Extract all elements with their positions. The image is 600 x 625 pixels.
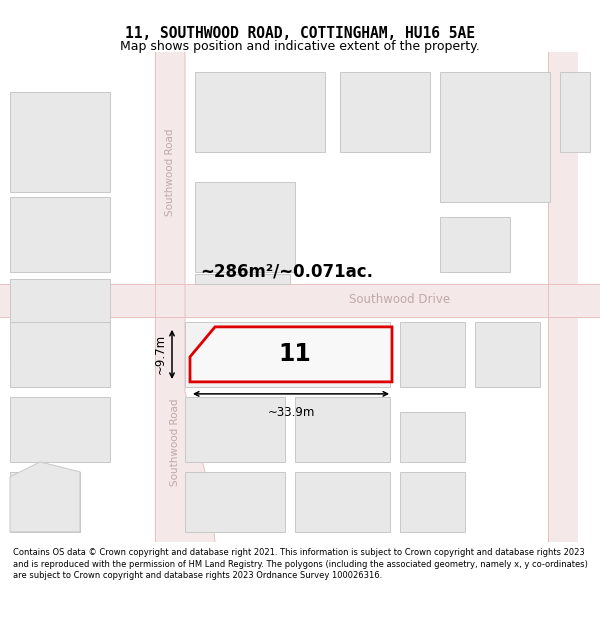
- Bar: [10, 397, 110, 462]
- Text: ~33.9m: ~33.9m: [268, 406, 314, 419]
- Bar: [295, 472, 390, 532]
- Bar: [400, 412, 465, 462]
- Text: 11, SOUTHWOOD ROAD, COTTINGHAM, HU16 5AE: 11, SOUTHWOOD ROAD, COTTINGHAM, HU16 5AE: [125, 26, 475, 41]
- Text: Southwood Road: Southwood Road: [165, 128, 175, 216]
- Bar: [195, 274, 290, 284]
- Bar: [548, 52, 578, 542]
- Bar: [270, 331, 370, 379]
- Bar: [195, 72, 325, 152]
- Bar: [185, 472, 285, 532]
- Bar: [340, 72, 430, 152]
- Bar: [10, 322, 110, 387]
- Text: Contains OS data © Crown copyright and database right 2021. This information is : Contains OS data © Crown copyright and d…: [13, 548, 588, 581]
- Bar: [185, 322, 390, 387]
- Text: ~286m²/~0.071ac.: ~286m²/~0.071ac.: [200, 263, 373, 281]
- Bar: [400, 472, 465, 532]
- Bar: [185, 397, 285, 462]
- Bar: [10, 197, 110, 272]
- Polygon shape: [10, 462, 80, 532]
- Text: Southwood Road: Southwood Road: [170, 398, 180, 486]
- Polygon shape: [190, 327, 392, 382]
- Bar: [400, 322, 465, 387]
- Text: 11: 11: [278, 342, 311, 366]
- Bar: [0, 284, 600, 317]
- Bar: [10, 279, 110, 364]
- Text: Map shows position and indicative extent of the property.: Map shows position and indicative extent…: [120, 40, 480, 53]
- Bar: [10, 472, 80, 532]
- Bar: [475, 322, 540, 387]
- Bar: [10, 92, 110, 192]
- Text: Southwood Drive: Southwood Drive: [349, 293, 451, 306]
- Bar: [440, 72, 550, 202]
- Bar: [560, 72, 590, 152]
- Bar: [440, 217, 510, 272]
- Polygon shape: [155, 52, 215, 542]
- Bar: [195, 182, 295, 272]
- Text: ~9.7m: ~9.7m: [154, 334, 167, 374]
- Bar: [295, 397, 390, 462]
